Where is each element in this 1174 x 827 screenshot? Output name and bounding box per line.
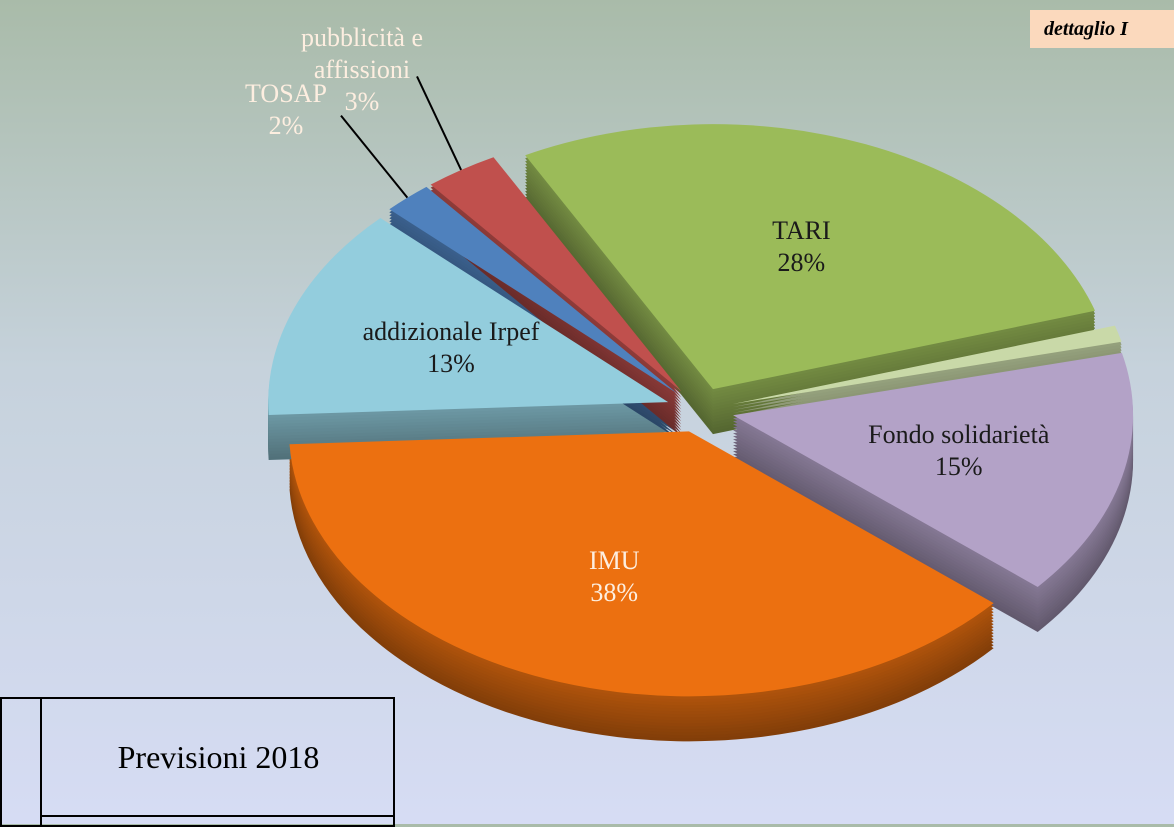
- note: dettaglio I: [1030, 10, 1174, 48]
- label-name: TARI: [772, 216, 831, 246]
- label-name: TOSAP: [245, 78, 327, 108]
- label-value: 2%: [268, 110, 304, 140]
- slice: [389, 186, 678, 394]
- label-value: 28%: [777, 248, 826, 278]
- label-name: IMU: [588, 545, 640, 575]
- table-header: Previsioni 2018: [42, 699, 395, 817]
- slice: [732, 325, 1122, 405]
- data-label: IMU 38%: [484, 545, 744, 609]
- slice: [268, 217, 669, 416]
- leader-line: [340, 114, 409, 199]
- data-label: pubblicità e affissioni 3%: [267, 22, 457, 118]
- slice: [430, 157, 682, 392]
- table: Previsioni 2018: [0, 697, 395, 827]
- leader-line: [416, 75, 462, 171]
- slice: [525, 124, 1096, 390]
- data-label: TARI 28%: [671, 215, 931, 279]
- label-name: addizionale Irpef: [362, 316, 540, 346]
- label-value: 13%: [427, 348, 475, 378]
- slice: [289, 431, 994, 697]
- data-label: addizionale Irpef 13%: [321, 316, 581, 380]
- label-value: 38%: [590, 577, 639, 607]
- label-name: pubblicità e affissioni: [300, 23, 423, 85]
- label-value: 15%: [934, 451, 983, 481]
- slice: [733, 352, 1134, 587]
- data-label: TOSAP 2%: [191, 78, 381, 142]
- data-label: Fondo solidarietà 15%: [829, 419, 1089, 483]
- table-cell: [2, 699, 42, 825]
- label-value: 3%: [344, 87, 380, 117]
- label-name: Fondo solidarietà: [868, 419, 1050, 449]
